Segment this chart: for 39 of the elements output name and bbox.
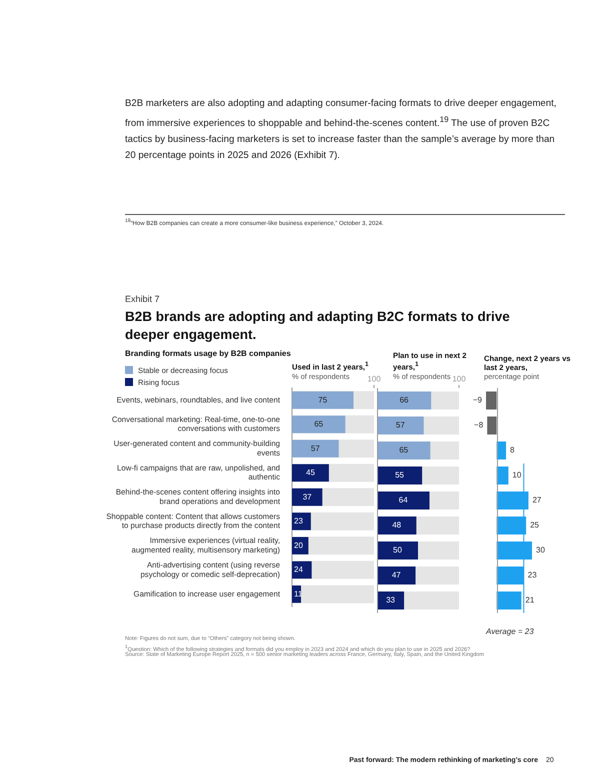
data-label: 8 bbox=[510, 446, 516, 455]
text: Exhibit 7 bbox=[125, 294, 160, 304]
bar bbox=[292, 512, 311, 530]
data-label: 45 bbox=[306, 468, 316, 478]
ref-line-label: Average = 23 bbox=[486, 627, 534, 636]
data-label: 57 bbox=[396, 420, 406, 430]
data-label: 23 bbox=[294, 516, 304, 526]
data-label: 55 bbox=[395, 470, 405, 480]
data-label: 10 bbox=[512, 470, 522, 480]
data-label: 50 bbox=[393, 546, 402, 555]
data-label: 21 bbox=[525, 596, 535, 605]
data-label: 23 bbox=[528, 570, 538, 580]
data-label: 64 bbox=[398, 496, 408, 505]
data-label: 75 bbox=[318, 395, 328, 404]
text: B2B marketers are also adopting and adapting consumer-facing formats to drive deeper engagement, from immersive experiences to shoppable and behind-the-scenes content.$^{19}$ The use of proven B2C tactics by business-facing marketers is set to increase faster than the sample’s average by more than 20 percentage points in 2025 and 2026 (Exhibit 7). bbox=[125, 98, 556, 162]
text: B2B brands are adopting and adapting B2C formats to drive deeper engagement. bbox=[125, 309, 510, 342]
data-label: 30 bbox=[536, 546, 546, 555]
bar bbox=[292, 561, 312, 579]
data-label: −8 bbox=[474, 420, 484, 430]
data-label: 27 bbox=[532, 496, 542, 505]
data-label: 48 bbox=[392, 520, 402, 530]
data-label: 25 bbox=[530, 520, 540, 530]
data-label: 37 bbox=[302, 492, 312, 502]
x-tick-label: 100 bbox=[452, 374, 466, 384]
data-label: 47 bbox=[392, 570, 402, 580]
bar bbox=[496, 466, 508, 484]
data-label: 33 bbox=[386, 596, 396, 605]
data-label: 65 bbox=[399, 446, 409, 455]
data-label: 65 bbox=[314, 420, 324, 429]
bar bbox=[496, 442, 506, 460]
x-tick-label: 100 bbox=[367, 374, 382, 384]
data-label: −9 bbox=[472, 396, 483, 405]
data-label: 57 bbox=[310, 444, 320, 453]
bar bbox=[487, 416, 497, 434]
data-label: 66 bbox=[400, 396, 410, 405]
data-label: 24 bbox=[294, 565, 304, 574]
text: Branding formats usage by B2B companies bbox=[125, 349, 291, 358]
bar bbox=[486, 392, 497, 410]
data-label: 20 bbox=[294, 540, 304, 550]
